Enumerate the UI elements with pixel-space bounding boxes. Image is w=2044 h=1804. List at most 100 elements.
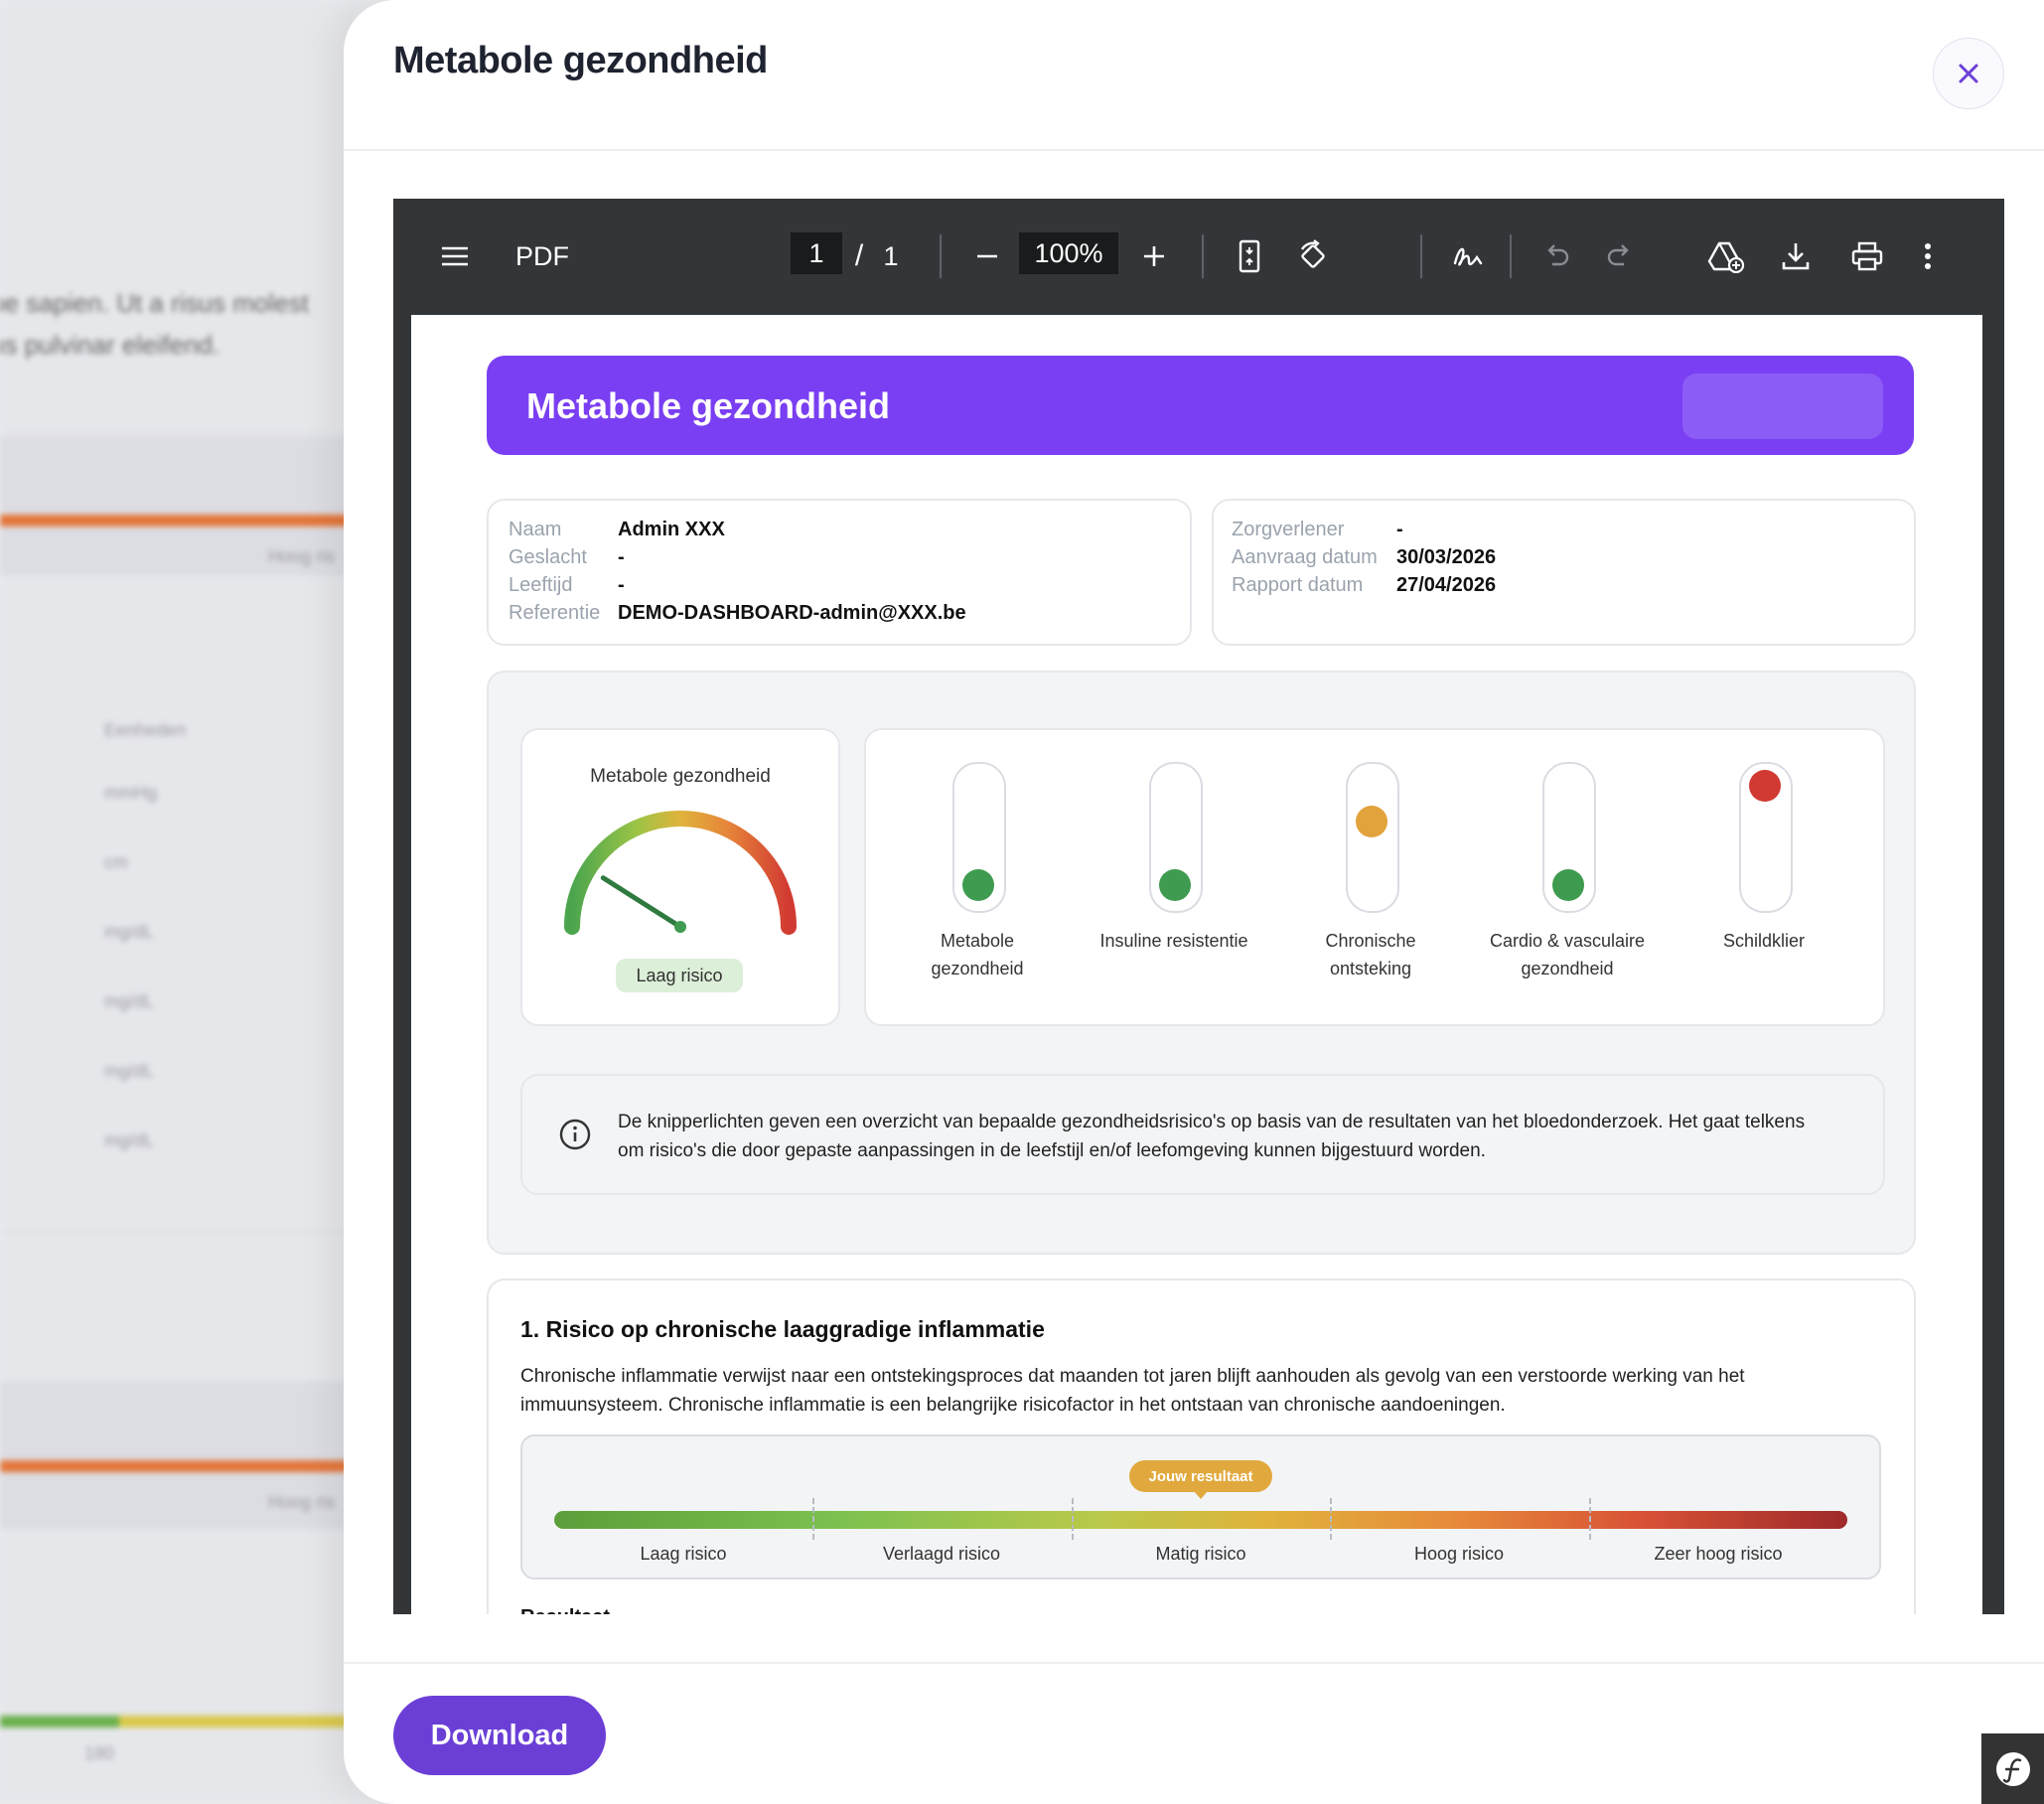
undo-button[interactable] [1535,232,1579,280]
background-band [0,1381,358,1530]
report-modal: Metabole gezondheid PDF 1 / 1 100% [344,0,2044,1804]
modal-title: Metabole gezondheid [393,40,768,81]
zoom-out-button[interactable] [965,232,1009,280]
risk-gauge [564,811,797,935]
light-label: Insuline resistentie [1099,931,1248,951]
banner-logo-placeholder [1682,374,1883,439]
patient-value: - [618,546,625,568]
traffic-light [1149,762,1203,913]
scale-label: Hoog risico [1413,1544,1505,1564]
pdf-viewer: PDF 1 / 1 100% [393,199,2004,1614]
rotate-button[interactable] [1291,232,1335,280]
scale-label: Matig risico [1155,1544,1246,1564]
download-icon [1782,243,1810,270]
background-unit: mg/dL [104,1061,155,1081]
risk-scale: Jouw resultaat Laag risico Verlaagd risi… [520,1434,1881,1579]
gauge-pivot [674,921,686,933]
light-label: Chronische ontsteking [1325,931,1416,978]
pdf-toolbar: PDF 1 / 1 100% [393,199,2004,315]
download-pdf-button[interactable] [1774,232,1818,280]
status-dot [1356,806,1387,837]
toolbar-separator [940,234,942,278]
patient-key: Geslacht [509,546,587,568]
zoom-in-button[interactable] [1132,232,1176,280]
background-bar [119,1716,358,1728]
meta-value: 30/03/2026 [1396,546,1497,568]
result-badge: Jouw resultaat [1129,1460,1272,1492]
close-button[interactable] [1933,38,2004,109]
scale-divider [1072,1498,1074,1540]
background-unit: mg/dL [104,991,155,1011]
info-icon [559,1119,591,1150]
plus-icon [1144,246,1164,266]
risk-scale-bar [554,1511,1847,1529]
background-unit: mg/dL [104,1130,155,1150]
download-button[interactable]: Download [393,1696,606,1775]
toolbar-separator [1510,234,1512,278]
scale-label: Zeer hoog risico [1654,1544,1783,1564]
info-box: De knipperlichten geven een overzicht va… [520,1074,1885,1195]
inflammation-section: 1. Risico op chronische laaggradige infl… [487,1278,1916,1614]
background-page: ue sapien. Ut a risus molest us pulvinar… [0,0,358,1804]
meta-value: 27/04/2026 [1396,574,1497,596]
draw-button[interactable] [1446,232,1490,280]
page-total: 1 [883,240,899,271]
fit-page-button[interactable] [1228,232,1271,280]
save-to-drive-button[interactable] [1704,232,1748,280]
patient-value: Admin XXX [618,519,725,540]
gauge-risk-label: Laag risico [616,959,743,992]
section-text: Chronische inflammatie verwijst naar een… [520,1366,1745,1416]
report-banner: Metabole gezondheid [487,356,1914,455]
redo-button[interactable] [1597,232,1641,280]
gauge-card: Metabole gezondheid [520,728,840,1026]
close-icon [1959,64,1978,83]
pdf-page: Metabole gezondheid Naam Admin XXX Gesla… [411,315,1982,1614]
symfony-toolbar-toggle[interactable] [1981,1733,2044,1804]
patient-key: Referentie [509,602,601,624]
background-divider [0,434,358,435]
header-divider [344,149,2044,151]
scale-label: Laag risico [640,1544,727,1564]
background-unit: mg/dL [104,922,155,942]
traffic-light [1542,762,1596,913]
background-unit: mmHg [104,783,157,803]
background-label: Hoog ris [268,1492,336,1512]
scale-divider [1330,1498,1332,1540]
patient-value: - [618,574,625,596]
light-label: Cardio & vasculaire gezondheid [1489,931,1646,978]
page-number-input[interactable]: 1 [791,232,842,274]
result-badge-pointer [1194,1491,1208,1499]
scale-label: Verlaagd risico [882,1544,1001,1564]
traffic-lights-card: Metabole gezondheid Insuline resistentie … [864,728,1885,1026]
print-button[interactable] [1845,232,1889,280]
section-title: 1. Risico op chronische laaggradige infl… [520,1316,1045,1342]
patient-value: DEMO-DASHBOARD-admin@XXX.be [618,602,966,624]
background-label: Eenheden [104,720,187,740]
status-dot [1159,869,1191,901]
more-options-button[interactable] [1913,232,1943,280]
traffic-light [1346,762,1399,913]
info-text: De knipperlichten geven een overzicht va… [618,1112,1806,1161]
hamburger-icon [442,246,468,266]
patient-info-card: Naam Admin XXX Geslacht - Leeftijd - Ref… [487,499,1192,646]
symfony-icon [1995,1751,2030,1786]
meta-key: Zorgverlener [1232,519,1345,540]
background-bar [0,1716,119,1728]
gauge-needle [600,875,683,930]
patient-key: Naam [509,519,562,540]
toolbar-separator [1420,234,1422,278]
background-number: 180 [84,1743,115,1763]
section-subheading-cut: Resultaat [520,1606,610,1614]
background-divider [0,1232,358,1233]
footer-divider [344,1662,2044,1664]
report-title: Metabole gezondheid [526,385,891,426]
minus-icon [977,254,997,258]
fit-page-icon [1239,239,1260,273]
traffic-light [952,762,1006,913]
menu-button[interactable] [435,232,475,280]
toolbar-separator [1202,234,1204,278]
signature-icon [1453,247,1483,266]
print-icon [1851,241,1883,271]
redo-icon [1607,244,1629,266]
zoom-input[interactable]: 100% [1019,232,1118,274]
